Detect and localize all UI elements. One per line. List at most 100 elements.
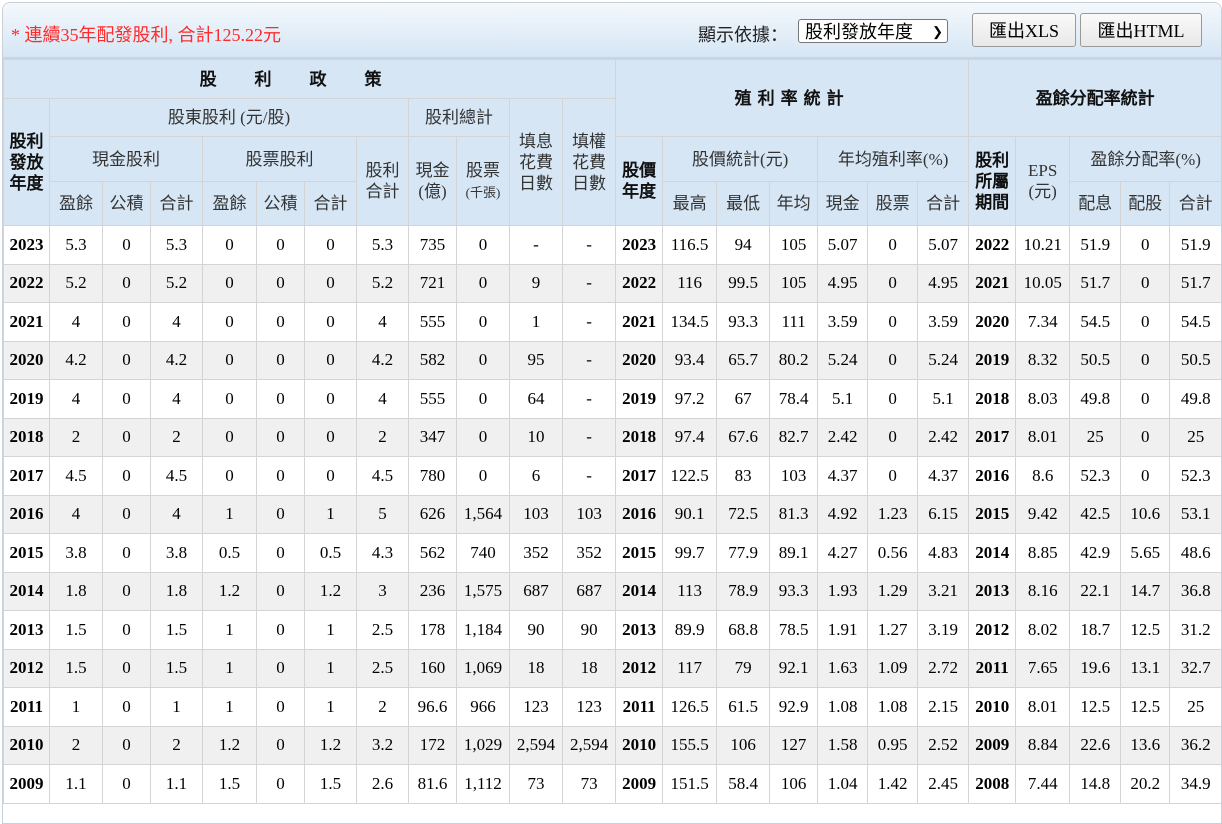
table-cell: 1.2 bbox=[202, 571, 257, 611]
table-cell: 12.5 bbox=[1069, 687, 1122, 727]
table-cell: 5.07 bbox=[817, 225, 869, 265]
table-cell: 12.5 bbox=[1120, 610, 1171, 650]
table-cell: 2.5 bbox=[356, 610, 409, 650]
table-row: 2021 4 0 4 0 0 0 4 555 0 1-2021 134.5 93.3 111 3.59 0 3.… bbox=[3, 302, 1221, 342]
table-cell: 117 bbox=[662, 648, 718, 688]
table-cell: 8.85 bbox=[1015, 533, 1071, 573]
table-cell: 123 bbox=[561, 687, 617, 727]
table-cell: 93.4 bbox=[662, 340, 718, 380]
table-cell: 105 bbox=[769, 225, 819, 265]
table-cell: 3.59 bbox=[917, 302, 970, 342]
table-cell: 0.5 bbox=[202, 533, 257, 573]
table-cell: 111 bbox=[769, 302, 819, 342]
display-by-select[interactable]: 股利發放年度 ❯ bbox=[798, 19, 948, 43]
table-cell: 93.3 bbox=[716, 302, 771, 342]
table-cell: 5.2 bbox=[49, 263, 103, 303]
year-cell: 2021 bbox=[615, 302, 664, 342]
year-cell: 2009 bbox=[615, 764, 664, 804]
table-cell: 81.6 bbox=[408, 764, 457, 804]
table-cell: 2.45 bbox=[917, 764, 970, 804]
table-cell: 2 bbox=[356, 417, 409, 457]
header-payout-dividend: 配息 bbox=[1069, 181, 1122, 226]
table-cell: 1 bbox=[202, 610, 257, 650]
year-cell: 2012 bbox=[3, 648, 50, 688]
table-cell: 0 bbox=[102, 571, 151, 611]
export-html-button[interactable]: 匯出HTML bbox=[1080, 13, 1202, 47]
export-xls-button[interactable]: 匯出XLS bbox=[972, 13, 1076, 47]
table-cell: 1.1 bbox=[150, 764, 203, 804]
table-cell: 127 bbox=[769, 725, 819, 765]
table-row: 2009 1.1 0 1.1 1.5 0 1.5 2.6 81.6 1,112 73 73 2009 15… bbox=[3, 764, 1221, 804]
table-cell: 78.5 bbox=[769, 610, 819, 650]
table-cell: 172 bbox=[408, 725, 457, 765]
table-cell: 1 bbox=[304, 648, 357, 688]
table-cell: 1,184 bbox=[456, 610, 510, 650]
header-stock-reserve: 公積 bbox=[256, 181, 305, 226]
table-cell: 0.56 bbox=[867, 533, 919, 573]
header-avg-yield: 年均殖利率(%) bbox=[817, 136, 970, 182]
year-cell: 2014 bbox=[3, 571, 50, 611]
year-cell: 2020 bbox=[3, 340, 50, 380]
table-cell: 0 bbox=[456, 302, 510, 342]
header-shareholder-dividend: 股東股利 (元/股) bbox=[49, 98, 409, 137]
table-cell: 79 bbox=[716, 648, 771, 688]
table-cell: - bbox=[561, 456, 617, 496]
table-cell: 6.15 bbox=[917, 494, 970, 534]
table-cell: 113 bbox=[662, 571, 718, 611]
table-cell: 106 bbox=[769, 764, 819, 804]
table-cell: 1.58 bbox=[817, 725, 869, 765]
year-cell: 2010 bbox=[968, 687, 1017, 727]
table-cell: 5.3 bbox=[356, 225, 409, 265]
year-cell: 2013 bbox=[3, 610, 50, 650]
table-cell: 0 bbox=[102, 648, 151, 688]
table-cell: 1 bbox=[304, 687, 357, 727]
table-cell: 0 bbox=[102, 687, 151, 727]
header-price-high: 最高 bbox=[662, 181, 718, 226]
table-cell: 0 bbox=[867, 302, 919, 342]
table-cell: 0 bbox=[867, 456, 919, 496]
table-cell: 3.59 bbox=[817, 302, 869, 342]
table-cell: 178 bbox=[408, 610, 457, 650]
table-cell: 54.5 bbox=[1169, 302, 1221, 342]
table-cell: 51.9 bbox=[1069, 225, 1122, 265]
table-cell: 0 bbox=[304, 263, 357, 303]
table-cell: 8.6 bbox=[1015, 456, 1071, 496]
table-cell: 2.42 bbox=[817, 417, 869, 457]
table-cell: 0 bbox=[304, 379, 357, 419]
header-dividend-policy: 股利政策 bbox=[3, 59, 617, 99]
year-cell: 2020 bbox=[968, 302, 1017, 342]
toolbar: * 連續35年配發股利, 合計125.22元 顯示依據： 股利發放年度 ❯ 匯出… bbox=[3, 3, 1221, 59]
table-cell: 116 bbox=[662, 263, 718, 303]
table-cell: 20.2 bbox=[1120, 764, 1171, 804]
header-dividend-sum: 股利 合計 bbox=[356, 136, 409, 226]
year-cell: 2018 bbox=[968, 379, 1017, 419]
table-cell: 5.1 bbox=[817, 379, 869, 419]
table-cell: 1.23 bbox=[867, 494, 919, 534]
table-cell: 92.9 bbox=[769, 687, 819, 727]
table-cell: - bbox=[509, 225, 563, 265]
table-cell: 4.5 bbox=[356, 456, 409, 496]
table-cell: 36.2 bbox=[1169, 725, 1221, 765]
table-cell: 72.5 bbox=[716, 494, 771, 534]
table-cell: 0 bbox=[202, 456, 257, 496]
table-cell: 4.95 bbox=[917, 263, 970, 303]
header-yield-cash: 現金 bbox=[817, 181, 869, 226]
table-cell: 0 bbox=[456, 225, 510, 265]
header-yield-stock: 股票 bbox=[867, 181, 919, 226]
table-cell: 2 bbox=[49, 725, 103, 765]
table-row: 2012 1.5 0 1.5 1 0 1 2.5 160 1,069 18 18 2012 117 79 92… bbox=[3, 648, 1221, 688]
table-cell: 25 bbox=[1069, 417, 1122, 457]
year-cell: 2019 bbox=[968, 340, 1017, 380]
header-cash-reserve: 公積 bbox=[102, 181, 151, 226]
table-cell: 4.2 bbox=[49, 340, 103, 380]
table-cell: 5.24 bbox=[817, 340, 869, 380]
table-cell: 0 bbox=[202, 379, 257, 419]
header-payout-sum: 合計 bbox=[1169, 181, 1221, 226]
year-cell: 2009 bbox=[3, 764, 50, 804]
table-cell: 1.08 bbox=[867, 687, 919, 727]
table-row: 2018 2 0 2 0 0 0 2 347 0 10-2018 97.4 67.6 82.7 2.42 0 2… bbox=[3, 417, 1221, 457]
table-cell: 4.2 bbox=[356, 340, 409, 380]
table-cell: 4 bbox=[150, 379, 203, 419]
header-stock-dividend: 股票股利 bbox=[202, 136, 357, 182]
year-cell: 2016 bbox=[615, 494, 664, 534]
